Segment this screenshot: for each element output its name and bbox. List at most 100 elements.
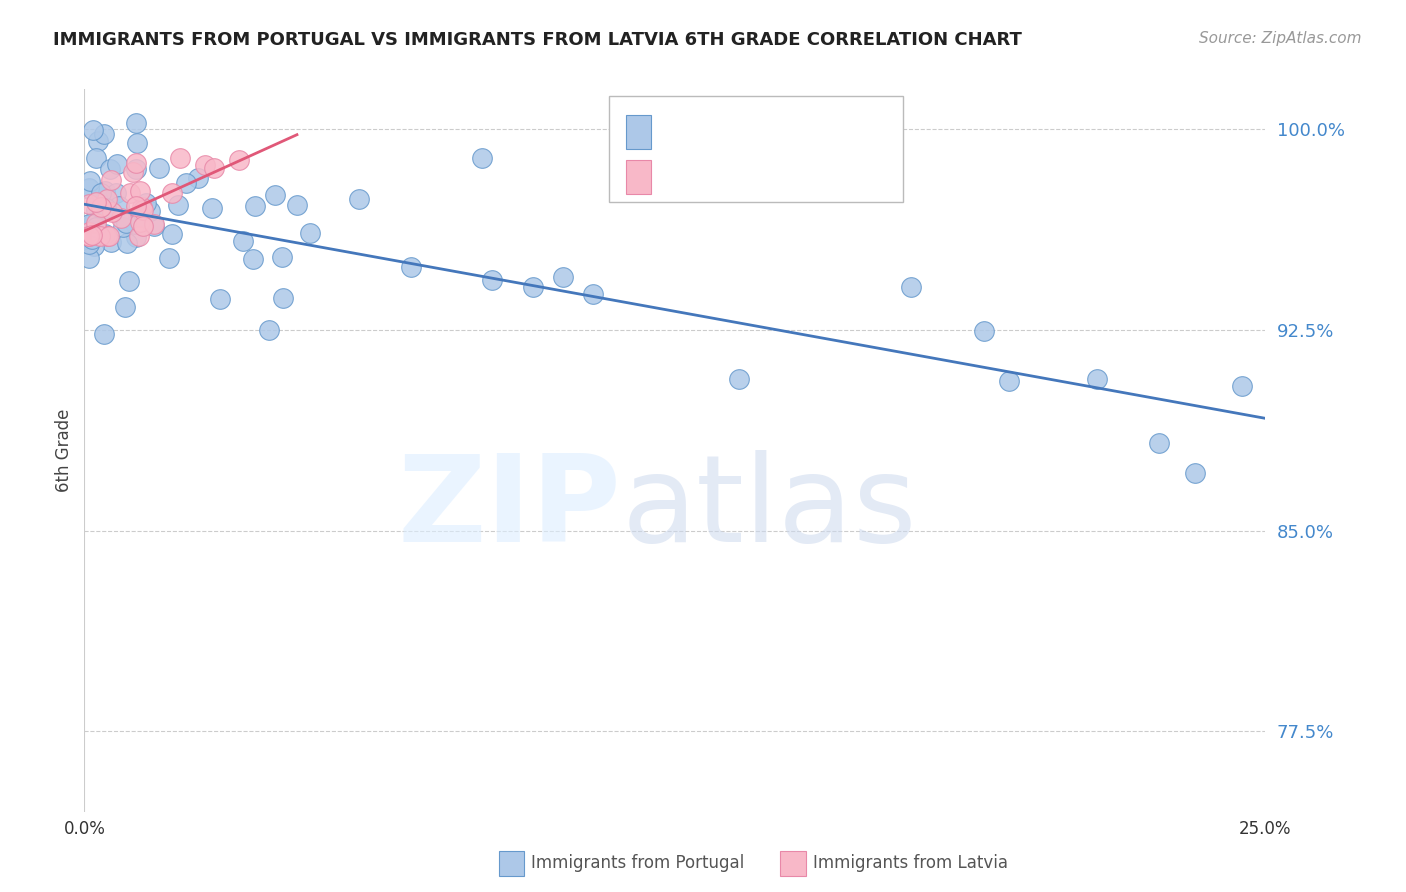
Point (114, 301, 136, 315)
Point (89, 229, 111, 244)
Point (127, 209, 149, 223)
Point (100, 235, 122, 249)
Point (1184, 466, 1206, 480)
Point (96, 229, 118, 244)
Point (187, 170, 209, 185)
Point (243, 199, 266, 213)
Point (157, 252, 180, 266)
Point (94, 227, 117, 241)
Point (471, 151, 494, 165)
Text: ZIP: ZIP (398, 450, 621, 566)
Point (124, 199, 146, 213)
Point (87, 135, 110, 149)
Point (93, 326, 115, 341)
Point (131, 219, 153, 233)
Point (973, 324, 995, 338)
Point (160, 186, 183, 200)
Point (77, 252, 100, 266)
Point (108, 199, 131, 213)
Point (98, 162, 121, 177)
Point (142, 217, 165, 231)
Point (77, 225, 100, 239)
Point (96, 192, 118, 206)
Point (101, 205, 124, 219)
Point (202, 161, 225, 175)
Point (118, 186, 141, 200)
Point (125, 155, 148, 169)
Point (1230, 379, 1253, 393)
Point (264, 187, 287, 202)
Point (124, 217, 146, 231)
Point (160, 227, 183, 242)
Point (93, 127, 115, 141)
Point (131, 200, 153, 214)
Point (84, 216, 107, 230)
Point (125, 161, 148, 176)
Point (125, 229, 148, 244)
Point (77, 229, 100, 244)
Point (174, 177, 197, 191)
Point (167, 198, 190, 212)
Text: Source: ZipAtlas.com: Source: ZipAtlas.com (1198, 31, 1361, 46)
Point (82, 123, 104, 137)
Point (77, 229, 100, 244)
Point (209, 293, 232, 307)
Point (125, 116, 148, 130)
Point (271, 291, 294, 305)
Text: R =  0.401   N = 31: R = 0.401 N = 31 (662, 168, 869, 186)
Point (131, 202, 153, 217)
Point (900, 279, 922, 293)
Point (194, 158, 217, 172)
Point (80, 232, 103, 246)
Point (115, 216, 138, 230)
Point (94, 184, 117, 198)
Point (105, 186, 128, 200)
Point (94, 201, 117, 215)
Point (481, 273, 503, 287)
Point (122, 165, 145, 179)
Point (201, 201, 224, 215)
Point (83, 239, 105, 253)
Y-axis label: 6th Grade: 6th Grade (55, 409, 73, 492)
Point (285, 197, 308, 211)
Point (84, 202, 107, 217)
Point (401, 260, 423, 274)
Point (257, 323, 280, 337)
Point (79, 173, 101, 187)
Point (90, 186, 112, 200)
Point (138, 204, 160, 219)
Point (77, 217, 100, 231)
Text: atlas: atlas (621, 450, 917, 566)
Point (522, 280, 544, 294)
Point (298, 226, 321, 240)
Point (143, 219, 166, 233)
Point (727, 372, 749, 386)
Point (128, 215, 150, 229)
Point (105, 156, 128, 170)
Point (135, 195, 157, 210)
Point (128, 229, 150, 244)
Point (553, 269, 575, 284)
Point (82, 228, 104, 243)
Point (77, 197, 100, 211)
Point (90, 201, 112, 215)
Point (169, 151, 191, 165)
Point (1085, 372, 1108, 386)
Point (148, 161, 170, 175)
Point (118, 274, 141, 288)
Point (84, 194, 107, 209)
Text: Immigrants from Latvia: Immigrants from Latvia (813, 855, 1008, 872)
Point (84, 151, 107, 165)
Point (77, 181, 100, 195)
Point (83, 214, 105, 228)
Point (129, 184, 152, 198)
Point (228, 153, 250, 167)
Point (77, 237, 100, 252)
Point (77, 182, 100, 196)
Point (1147, 435, 1170, 450)
Point (232, 234, 254, 248)
Point (271, 250, 294, 264)
Point (112, 220, 135, 235)
Point (998, 374, 1021, 388)
Point (349, 192, 371, 206)
